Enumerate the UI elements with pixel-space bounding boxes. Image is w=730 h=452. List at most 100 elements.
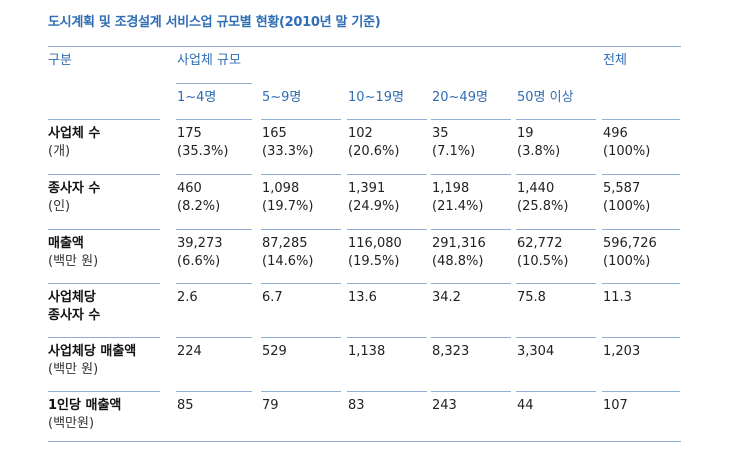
row-rule-segment [261, 337, 341, 338]
table-cell: 35 (7.1%) [432, 125, 475, 161]
header-size-2: 5~9명 [262, 90, 302, 105]
table-cell: 34.2 [432, 289, 461, 307]
row-label-unit: (백만 원) [48, 362, 99, 377]
cell-percent: (10.5%) [517, 254, 569, 269]
cell-value: 83 [348, 398, 365, 413]
table-cell: 44 [517, 397, 534, 415]
cell-value: 34.2 [432, 290, 461, 305]
header-category: 구분 [48, 53, 72, 68]
row-rule-segment [347, 337, 427, 338]
header-size-group: 사업체 규모 [177, 53, 241, 68]
table-cell: 1,203 [603, 343, 640, 361]
row-rule-segment [516, 174, 596, 175]
table-cell: 102 (20.6%) [348, 125, 399, 161]
row-rule-label [48, 337, 160, 338]
table-cell: 1,138 [348, 343, 385, 361]
cell-value: 175 [177, 126, 202, 141]
cell-value: 1,203 [603, 344, 641, 359]
cell-value: 102 [348, 126, 373, 141]
cell-value: 496 [603, 126, 628, 141]
cell-value: 529 [262, 344, 287, 359]
table-title: 도시계획 및 조경설계 서비스업 규모별 현황(2010년 말 기준) [48, 15, 381, 30]
row-rule-segment [516, 119, 596, 120]
cell-value: 1,198 [432, 181, 470, 196]
row-rule-segment [347, 283, 427, 284]
row-rule-label [48, 391, 160, 392]
table-cell: 291,316 (48.8%) [432, 235, 486, 271]
row-label-main: 사업체당 [48, 290, 96, 305]
row-rule-segment [176, 283, 252, 284]
row-label-main: 매출액 [48, 236, 84, 251]
table-cell: 460 (8.2%) [177, 180, 220, 216]
cell-value: 224 [177, 344, 202, 359]
table-cell: 6.7 [262, 289, 283, 307]
cell-value: 35 [432, 126, 449, 141]
cell-percent: (48.8%) [432, 254, 484, 269]
bottom-rule [48, 441, 681, 442]
cell-percent: (6.6%) [177, 254, 221, 269]
row-rule-label [48, 119, 160, 120]
cell-value: 44 [517, 398, 534, 413]
row-rule-label [48, 229, 160, 230]
cell-value: 165 [262, 126, 287, 141]
row-rule-segment [516, 391, 596, 392]
row-rule-segment [347, 119, 427, 120]
cell-percent: (100%) [603, 254, 651, 269]
row-label-main: 종사자 수 [48, 181, 101, 196]
row-rule-segment [347, 174, 427, 175]
row-rule-segment [602, 391, 680, 392]
table-cell: 62,772 (10.5%) [517, 235, 568, 271]
row-rule-segment [516, 229, 596, 230]
row-rule-segment [602, 174, 680, 175]
row-rule-segment [261, 174, 341, 175]
table-cell: 85 [177, 397, 194, 415]
cell-value: 8,323 [432, 344, 470, 359]
cell-percent: (33.3%) [262, 144, 314, 159]
row-label-main: 사업체 수 [48, 126, 101, 141]
table-cell: 8,323 [432, 343, 469, 361]
row-rule-segment [602, 119, 680, 120]
table-cell: 1,391 (24.9%) [348, 180, 399, 216]
cell-value: 2.6 [177, 290, 198, 305]
row-rule-segment [431, 119, 511, 120]
row-rule-segment [431, 283, 511, 284]
table-cell: 1,198 (21.4%) [432, 180, 483, 216]
cell-percent: (20.6%) [348, 144, 400, 159]
cell-value: 79 [262, 398, 279, 413]
row-rule-segment [176, 119, 252, 120]
table-cell: 1,440 (25.8%) [517, 180, 568, 216]
top-rule [48, 46, 681, 47]
cell-percent: (100%) [603, 199, 651, 214]
table-cell: 75.8 [517, 289, 546, 307]
row-rule-segment [431, 174, 511, 175]
cell-percent: (21.4%) [432, 199, 484, 214]
cell-percent: (100%) [603, 144, 651, 159]
row-label-unit: (인) [48, 199, 71, 214]
cell-value: 107 [603, 398, 628, 413]
table-cell: 11.3 [603, 289, 632, 307]
table-cell: 496 (100%) [603, 125, 650, 161]
row-rule-segment [347, 391, 427, 392]
table-cell: 116,080 (19.5%) [348, 235, 402, 271]
cell-percent: (8.2%) [177, 199, 221, 214]
row-rule-label [48, 283, 160, 284]
table-cell: 1,098 (19.7%) [262, 180, 313, 216]
table-cell: 3,304 [517, 343, 554, 361]
cell-value: 1,138 [348, 344, 386, 359]
row-label: 종사자 수 (인) [48, 180, 100, 216]
cell-value: 460 [177, 181, 202, 196]
cell-value: 11.3 [603, 290, 632, 305]
cell-percent: (35.3%) [177, 144, 229, 159]
row-rule-segment [176, 229, 252, 230]
table-cell: 13.6 [348, 289, 377, 307]
row-rule-segment [516, 337, 596, 338]
cell-percent: (7.1%) [432, 144, 476, 159]
cell-percent: (25.8%) [517, 199, 569, 214]
row-label-main: 사업체당 매출액 [48, 344, 137, 359]
row-rule-segment [602, 283, 680, 284]
row-label: 1인당 매출액 (백만원) [48, 397, 121, 433]
cell-percent: (19.7%) [262, 199, 314, 214]
cell-value: 87,285 [262, 236, 308, 251]
cell-value: 1,098 [262, 181, 300, 196]
cell-percent: (3.8%) [517, 144, 561, 159]
